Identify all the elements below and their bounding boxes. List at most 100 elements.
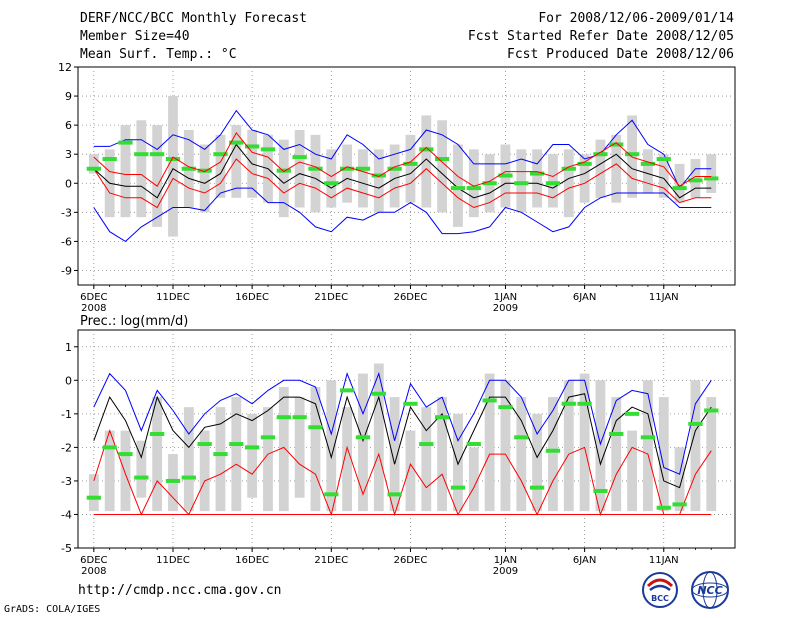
temp-ensemble-box — [199, 144, 210, 213]
prec-ensemble-box — [199, 430, 210, 512]
temp-control-marker — [624, 152, 640, 157]
prec-control-marker — [387, 492, 402, 497]
temp-control-marker — [118, 140, 133, 145]
temp-control-marker — [577, 161, 592, 166]
temp-control-marker — [514, 181, 529, 186]
prec-ensemble-box — [643, 380, 653, 512]
temp-ensemble-box — [563, 149, 574, 218]
temp-xtick-year: 2008 — [81, 303, 106, 314]
member-size-label: Member Size=40 — [80, 29, 190, 44]
forecast-produced-date: Fcst Produced Date 2008/12/06 — [507, 47, 734, 62]
temp-control-marker — [609, 142, 624, 147]
temp-control-marker — [688, 178, 703, 183]
temp-ensemble-box — [120, 125, 131, 218]
prec-control-marker — [340, 388, 355, 393]
prec-control-marker — [292, 415, 307, 420]
prec-control-marker — [197, 442, 212, 447]
prec-upper-line — [93, 371, 712, 475]
temp-ensemble-box — [421, 115, 432, 208]
prec-ensemble-box — [278, 387, 289, 512]
prec-control-marker — [245, 445, 260, 450]
prec-ytick-label: -4 — [61, 508, 72, 521]
bcc-logo: BCC — [642, 572, 678, 608]
prec-ensemble-box — [532, 413, 543, 512]
temp-control-marker — [403, 161, 418, 166]
prec-control-marker — [324, 492, 339, 497]
temp-control-marker — [324, 181, 339, 186]
temp-ensemble-box — [88, 154, 99, 174]
prec-xtick-year: 2009 — [493, 566, 518, 577]
temp-control-marker — [529, 171, 545, 176]
prec-xtick-label: 16DEC — [235, 555, 269, 566]
prec-control-marker — [371, 391, 386, 396]
temp-ytick-label: 6 — [65, 119, 72, 132]
prec-xtick-label: 21DEC — [314, 555, 348, 566]
prec-ensemble-box — [104, 430, 115, 512]
temp-ensemble-box — [595, 139, 606, 198]
temp-control-marker — [545, 181, 561, 186]
temp-ensemble-box — [342, 144, 353, 203]
prec-control-marker — [514, 435, 529, 440]
prec-control-marker — [134, 475, 149, 480]
prec-control-marker — [593, 488, 608, 493]
temp-ytick-label: 0 — [65, 177, 72, 190]
prec-ensemble-box — [548, 397, 558, 512]
prec-control-marker — [308, 425, 323, 430]
prec-control-marker — [450, 485, 466, 490]
prec-xtick-year: 2008 — [81, 566, 106, 577]
temp-ensemble-box — [453, 144, 463, 227]
prec-ensemble-box — [310, 387, 321, 512]
temp-control-marker — [292, 155, 307, 160]
temp-lowest-line — [93, 187, 712, 243]
prec-control-marker — [640, 435, 656, 440]
prec-ensemble-box — [152, 397, 163, 512]
temp-xtick-label: 11DEC — [156, 292, 190, 303]
temp-control-marker — [387, 166, 402, 171]
source-url: http://cmdp.ncc.cma.gov.cn — [78, 583, 282, 598]
prec-ytick-label: -3 — [61, 475, 72, 488]
prec-ensemble-box — [563, 380, 574, 512]
temp-ensemble-box — [168, 96, 178, 237]
prec-control-marker — [165, 478, 181, 483]
prec-ensemble-box — [437, 397, 448, 512]
temp-ensemble-box — [373, 149, 384, 213]
prec-ensemble-box — [247, 413, 258, 498]
temp-control-marker — [498, 173, 513, 178]
temp-xtick-label: 6DEC — [80, 292, 107, 303]
temp-control-marker — [229, 140, 244, 145]
prec-xtick-label: 11DEC — [156, 555, 190, 566]
temp-ensemble-box — [579, 154, 590, 203]
temp-ytick-label: -6 — [61, 235, 72, 248]
prec-ytick-label: -5 — [61, 542, 72, 555]
prec-ytick-label: -1 — [61, 408, 72, 421]
temp-ensemble-box — [278, 139, 289, 218]
temp-control-marker — [197, 168, 212, 173]
prec-control-marker — [355, 435, 371, 440]
prec-control-marker — [118, 452, 133, 457]
temp-control-marker — [213, 152, 228, 157]
temp-lower-line — [93, 158, 712, 209]
temp-control-marker — [355, 166, 371, 171]
temp-control-marker — [340, 166, 355, 171]
temp-ytick-label: -3 — [61, 206, 72, 219]
prec-control-marker — [704, 408, 719, 413]
temp-ensemble-box — [658, 154, 669, 198]
prec-control-marker — [545, 448, 561, 453]
temp-xtick-label: 21DEC — [314, 292, 348, 303]
prec-control-marker — [434, 415, 450, 420]
prec-ensemble-box — [500, 380, 511, 512]
temp-control-marker — [86, 166, 101, 171]
temp-ensemble-box — [358, 149, 368, 208]
prec-ytick-label: 0 — [65, 374, 72, 387]
prec-control-marker — [229, 442, 244, 447]
prec-ensemble-box — [611, 397, 622, 512]
temp-ytick-label: -9 — [61, 264, 72, 277]
temp-ytick-label: 3 — [65, 148, 72, 161]
prec-ensemble-box — [263, 407, 273, 512]
prec-ensemble-box — [516, 397, 527, 512]
temp-ensemble-box — [231, 125, 242, 198]
prec-ensemble-box — [405, 430, 416, 512]
temp-control-marker — [640, 161, 656, 166]
prec-ensemble-box — [468, 447, 479, 512]
